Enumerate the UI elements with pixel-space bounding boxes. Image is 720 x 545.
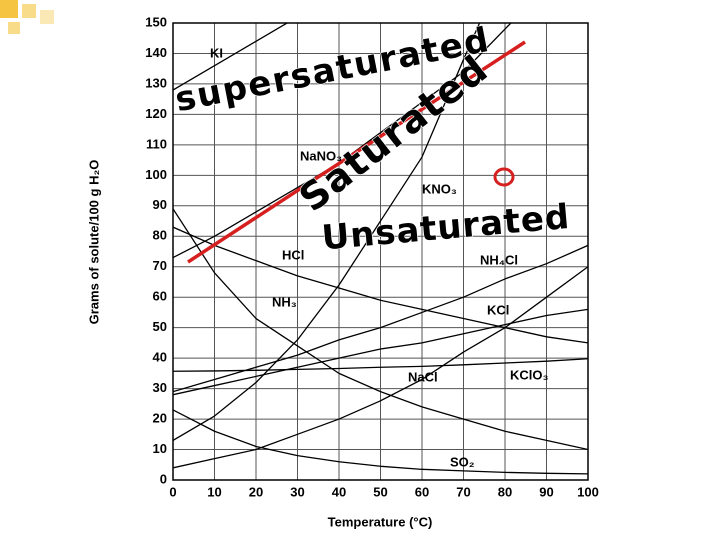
x-axis-label: Temperature (°C) xyxy=(328,514,433,529)
y-tick-label: 120 xyxy=(145,106,167,121)
curve xyxy=(173,308,588,396)
series-label: NH₄Cl xyxy=(480,252,518,267)
plot-frame xyxy=(172,22,589,481)
curve xyxy=(173,226,588,344)
x-tick-label: 60 xyxy=(415,484,429,499)
x-tick-label: 20 xyxy=(249,484,263,499)
y-axis-label: Grams of solute/100 g H₂O xyxy=(86,160,101,325)
y-tick-label: 60 xyxy=(153,289,167,304)
x-tick-label: 70 xyxy=(456,484,470,499)
y-tick-label: 40 xyxy=(153,350,167,365)
y-tick-label: 140 xyxy=(145,45,167,60)
y-tick-label: 90 xyxy=(153,197,167,212)
y-tick-label: 20 xyxy=(153,411,167,426)
red-circle xyxy=(493,167,515,187)
y-tick-label: 30 xyxy=(153,380,167,395)
y-tick-label: 80 xyxy=(153,228,167,243)
curve xyxy=(173,409,588,475)
y-tick-label: 110 xyxy=(146,136,167,151)
x-tick-label: 0 xyxy=(169,484,176,499)
curve xyxy=(173,244,588,393)
curve xyxy=(173,23,289,91)
x-tick-label: 80 xyxy=(498,484,512,499)
y-tick-label: 50 xyxy=(153,319,167,334)
series-label: SO₂ xyxy=(450,454,475,469)
y-tick-label: 70 xyxy=(153,258,167,273)
curve xyxy=(173,23,512,259)
series-label: NaNO₃ xyxy=(300,148,342,163)
x-tick-label: 30 xyxy=(290,484,304,499)
y-tick-label: 150 xyxy=(145,14,167,29)
series-label: KNO₃ xyxy=(422,181,457,196)
curve xyxy=(173,208,588,451)
x-tick-label: 10 xyxy=(207,484,221,499)
y-tick-label: 130 xyxy=(145,75,167,90)
curve xyxy=(173,23,481,441)
x-tick-label: 100 xyxy=(577,484,599,499)
y-tick-label: 0 xyxy=(160,471,167,486)
corner-decoration xyxy=(0,0,54,34)
x-tick-label: 90 xyxy=(539,484,553,499)
x-tick-label: 40 xyxy=(332,484,346,499)
series-label: NH₃ xyxy=(272,294,297,309)
y-tick-label: 100 xyxy=(145,167,167,182)
series-label: NaCl xyxy=(408,369,438,384)
curve xyxy=(173,358,588,372)
x-tick-label: 50 xyxy=(373,484,387,499)
series-label: KClO₃ xyxy=(510,367,549,382)
curve xyxy=(173,266,588,469)
series-label: KCl xyxy=(487,302,509,317)
y-tick-label: 10 xyxy=(153,441,167,456)
series-label: HCl xyxy=(282,247,304,262)
saturation-line xyxy=(187,40,526,264)
series-label: KI xyxy=(210,45,223,60)
